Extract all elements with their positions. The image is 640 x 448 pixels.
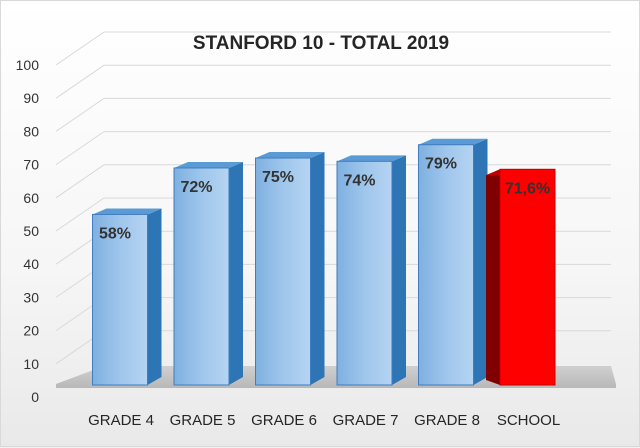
data-label: 75% bbox=[262, 169, 294, 186]
axis-labels: 0 10 20 30 40 50 60 70 80 90 100 GRADE 4 GRADE 5 GRAD… bbox=[16, 57, 561, 429]
y-tick-label: 30 bbox=[23, 289, 39, 305]
y-tick-label: 70 bbox=[23, 157, 39, 173]
bar-side-face bbox=[392, 155, 406, 385]
bar-top-face bbox=[255, 152, 325, 158]
x-category-label: GRADE 7 bbox=[333, 412, 399, 429]
bar-side-face bbox=[486, 169, 500, 385]
bars: 58% 72% 75% 74% 79% 71,6% bbox=[92, 138, 556, 386]
chart-title: STANFORD 10 - TOTAL 2019 bbox=[192, 33, 450, 54]
y-tick-label: 50 bbox=[23, 223, 39, 239]
bar-grade-7: 74% bbox=[336, 155, 406, 386]
x-category-label: GRADE 4 bbox=[88, 412, 154, 429]
gridline-diagonal bbox=[55, 131, 105, 166]
bar-front-face bbox=[418, 144, 474, 386]
y-tick-label: 100 bbox=[16, 57, 40, 73]
x-category-label: SCHOOL bbox=[497, 412, 560, 429]
x-category-label: GRADE 5 bbox=[170, 412, 236, 429]
bar-top-face bbox=[92, 208, 162, 215]
data-label: 71,6% bbox=[505, 180, 550, 197]
gridline-diagonal bbox=[55, 197, 105, 232]
bar-grade-8: 79% bbox=[418, 138, 488, 386]
bar-grade-6: 75% bbox=[255, 152, 325, 386]
bar-side-face bbox=[147, 208, 162, 385]
y-tick-label: 10 bbox=[23, 356, 39, 372]
bar-front-face bbox=[173, 167, 230, 386]
y-tick-label: 80 bbox=[23, 123, 39, 139]
bar-grade-4: 58% bbox=[92, 208, 162, 386]
bar-side-face bbox=[473, 138, 488, 385]
x-category-label: GRADE 8 bbox=[414, 412, 480, 429]
bar-top-face bbox=[418, 138, 488, 145]
bar-front-face bbox=[499, 168, 556, 386]
data-label: 74% bbox=[343, 172, 375, 189]
data-label: 79% bbox=[425, 156, 457, 173]
bar-school: 71,6% bbox=[486, 168, 556, 386]
y-tick-label: 0 bbox=[31, 389, 39, 405]
gridline-diagonal bbox=[55, 31, 105, 66]
bar-front-face bbox=[336, 160, 393, 386]
y-tick-label: 90 bbox=[23, 90, 39, 106]
bar-front-face bbox=[255, 157, 311, 386]
gridline-diagonal bbox=[55, 164, 105, 199]
gridline-diagonal bbox=[55, 97, 105, 132]
bar-top-face bbox=[337, 155, 406, 162]
data-label: 72% bbox=[180, 179, 212, 196]
gridline-diagonal bbox=[55, 64, 105, 99]
bar-side-face bbox=[229, 161, 243, 385]
bar-top-face bbox=[174, 161, 243, 168]
bar-front-face bbox=[92, 213, 148, 386]
bar-side-face bbox=[310, 152, 325, 385]
y-tick-label: 20 bbox=[23, 323, 39, 339]
y-tick-label: 40 bbox=[23, 256, 39, 272]
bar-grade-5: 72% bbox=[173, 161, 243, 386]
y-tick-label: 60 bbox=[23, 190, 39, 206]
data-label: 58% bbox=[99, 225, 131, 242]
x-category-label: GRADE 6 bbox=[251, 412, 317, 429]
